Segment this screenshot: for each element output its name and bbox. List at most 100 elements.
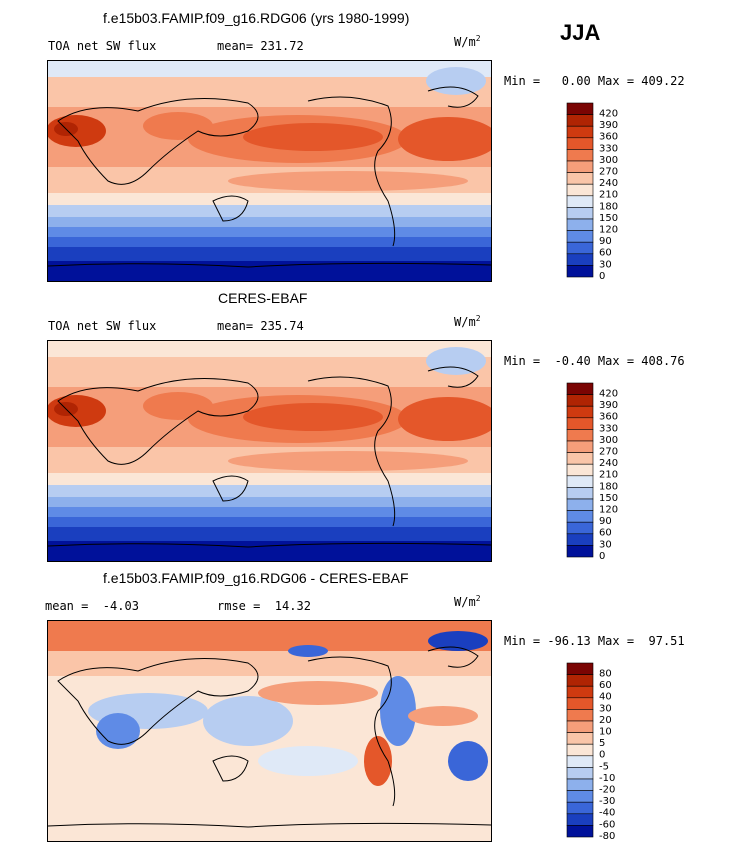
- panel-1-title: f.e15b03.FAMIP.f09_g16.RDG06 (yrs 1980-1…: [103, 10, 410, 26]
- colorbar-level-label: 40: [599, 692, 612, 703]
- colorbar-swatch: [566, 218, 594, 231]
- panel-3-colorbar: 80 60 40 30 20 10 5 0 -5 -10 -20 -30 -40 -60 -80: [566, 662, 637, 842]
- panel-2-minmax: Min = -0.40 Max = 408.76: [504, 354, 685, 368]
- colorbar-swatch: [566, 137, 594, 150]
- colorbar-level-label: 390: [599, 120, 618, 131]
- colorbar-swatch: [566, 172, 594, 185]
- panel-1-map: [47, 60, 492, 282]
- colorbar-level-label: -80: [599, 831, 615, 842]
- panel-3-map-field: [48, 621, 491, 841]
- colorbar-level-label: 390: [599, 400, 618, 411]
- colorbar-level-label: 30: [599, 539, 612, 550]
- colorbar-swatch: [566, 207, 594, 220]
- colorbar-level-label: 90: [599, 236, 612, 247]
- colorbar-swatch: [566, 743, 594, 757]
- colorbar-level-label: 120: [599, 225, 618, 236]
- colorbar-level-label: 30: [599, 259, 612, 270]
- colorbar-swatch: [566, 149, 594, 162]
- colorbar-swatch: [566, 697, 594, 710]
- colorbar-swatch: [566, 382, 594, 395]
- colorbar-swatch: [566, 545, 594, 558]
- colorbar-level-label: 5: [599, 738, 605, 749]
- colorbar-level-label: 150: [599, 213, 618, 224]
- colorbar-level-label: -5: [599, 761, 609, 772]
- panel-1-map-field: [48, 61, 491, 281]
- colorbar-level-label: 0: [599, 551, 605, 562]
- colorbar-swatch: [566, 253, 594, 266]
- colorbar-level-label: 0: [599, 271, 605, 282]
- colorbar-swatch: [566, 533, 594, 546]
- colorbar-swatch: [566, 114, 594, 127]
- colorbar-level-label: 360: [599, 132, 618, 143]
- colorbar-swatch: [566, 521, 594, 535]
- panel-2-mean-label: mean= 235.74: [217, 319, 304, 333]
- colorbar-swatch: [566, 394, 594, 407]
- panel-2-colorbar: 420 390 360 330 300 270 240 210 180 150 120 90 60 30 0: [566, 382, 637, 562]
- colorbar-level-label: 300: [599, 155, 618, 166]
- colorbar-swatch: [566, 230, 594, 243]
- panel-1-variable-label: TOA net SW flux: [48, 39, 157, 53]
- panel-2-map: [47, 340, 492, 562]
- panel-3-minmax: Min = -96.13 Max = 97.51: [504, 634, 685, 648]
- panel-1-minmax: Min = 0.00 Max = 409.22: [504, 74, 685, 88]
- colorbar-swatch: [566, 767, 594, 780]
- colorbar-swatch: [566, 510, 594, 523]
- panel-2-unit: W/m2: [454, 314, 481, 329]
- colorbar-swatch: [566, 755, 594, 768]
- colorbar-swatch: [566, 498, 594, 511]
- colorbar-swatch: [566, 720, 594, 733]
- panel-1-colorbar: 420 390 360 330 300 270 240 210 180 150 120 90 60 30 0: [566, 102, 637, 282]
- colorbar-swatch: [566, 475, 594, 488]
- colorbar-swatch: [566, 183, 594, 197]
- colorbar-level-label: 240: [599, 458, 618, 469]
- colorbar-level-label: 420: [599, 389, 618, 400]
- colorbar-swatch: [566, 685, 594, 699]
- colorbar-swatch: [566, 732, 594, 745]
- colorbar-level-label: 330: [599, 423, 618, 434]
- colorbar-swatch: [566, 102, 594, 115]
- panel-1-mean-label: mean= 231.72: [217, 39, 304, 53]
- colorbar-swatch: [566, 125, 594, 139]
- colorbar-swatch: [566, 241, 594, 255]
- colorbar-swatch: [566, 801, 594, 815]
- colorbar-level-label: 180: [599, 481, 618, 492]
- panel-3-unit: W/m2: [454, 594, 481, 609]
- colorbar-level-label: 420: [599, 109, 618, 120]
- colorbar-level-label: 60: [599, 248, 612, 259]
- colorbar-swatch: [566, 452, 594, 465]
- panel-2-map-field: [48, 341, 491, 561]
- colorbar-level-label: 60: [599, 680, 612, 691]
- colorbar-level-label: 20: [599, 715, 612, 726]
- colorbar-swatch: [566, 160, 594, 173]
- colorbar-level-label: 240: [599, 178, 618, 189]
- panel-3-title: f.e15b03.FAMIP.f09_g16.RDG06 - CERES-EBA…: [103, 570, 409, 586]
- colorbar-swatch: [566, 709, 594, 722]
- colorbar-level-label: -10: [599, 773, 615, 784]
- colorbar-level-label: 90: [599, 516, 612, 527]
- colorbar-level-label: 80: [599, 669, 612, 680]
- panel-3-mean-label: mean = -4.03: [45, 599, 139, 613]
- colorbar-swatch: [566, 405, 594, 419]
- colorbar-level-label: 60: [599, 528, 612, 539]
- panel-1-unit: W/m2: [454, 34, 481, 49]
- colorbar-swatch: [566, 778, 594, 791]
- colorbar-level-label: -20: [599, 785, 615, 796]
- colorbar-swatch: [566, 790, 594, 803]
- colorbar-swatch: [566, 195, 594, 208]
- colorbar-swatch: [566, 440, 594, 453]
- colorbar-swatch: [566, 825, 594, 838]
- panel-2-title: CERES-EBAF: [218, 290, 308, 306]
- colorbar-level-label: 210: [599, 470, 618, 481]
- colorbar-level-label: 150: [599, 493, 618, 504]
- colorbar-level-label: 270: [599, 167, 618, 178]
- colorbar-level-label: 30: [599, 703, 612, 714]
- colorbar-level-label: -30: [599, 796, 615, 807]
- colorbar-level-label: 120: [599, 505, 618, 516]
- colorbar-level-label: 0: [599, 750, 605, 761]
- colorbar-level-label: 300: [599, 435, 618, 446]
- panel-3-rmse-label: rmse = 14.32: [217, 599, 311, 613]
- colorbar-level-label: -60: [599, 819, 615, 830]
